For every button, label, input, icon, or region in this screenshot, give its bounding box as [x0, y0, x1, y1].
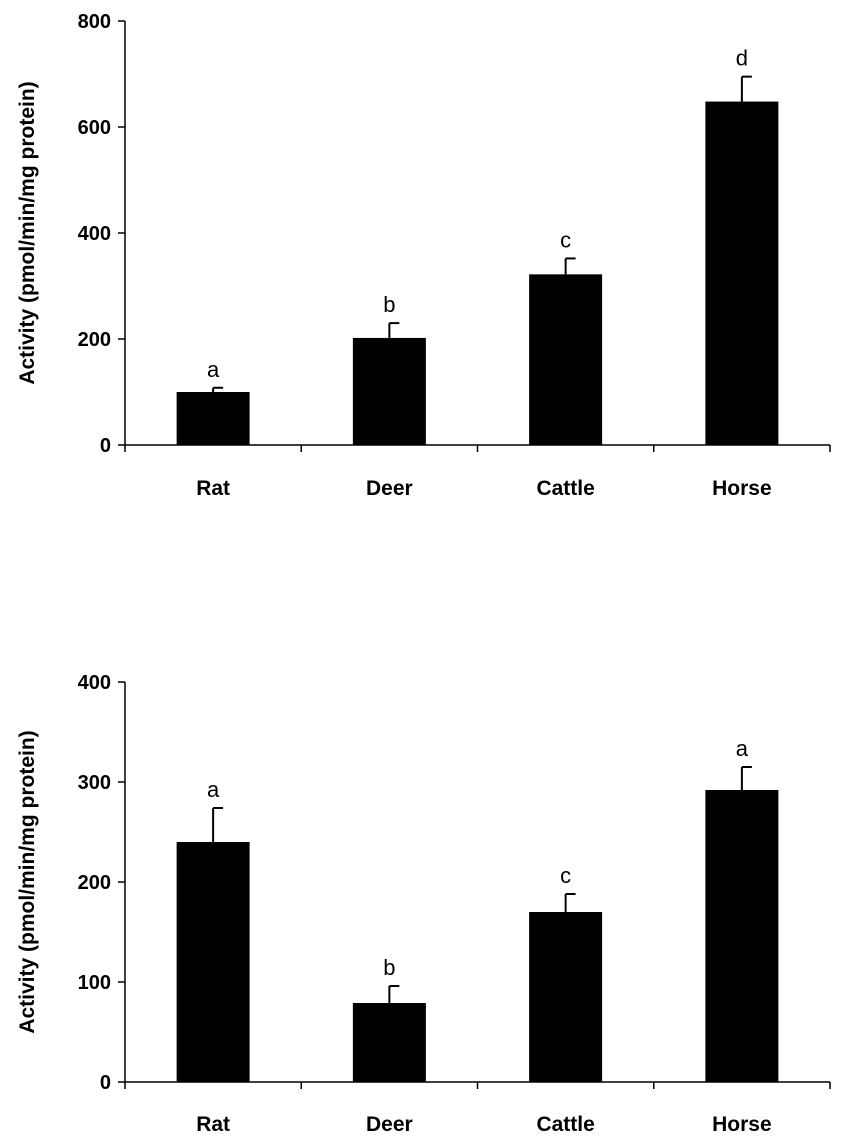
- significance-label-cattle: c: [560, 863, 571, 888]
- y-axis-title: Activity (pmol/min/mg protein): [16, 730, 39, 1033]
- y-tick-label: 600: [78, 117, 111, 139]
- bar-cattle: [529, 912, 603, 1082]
- category-label-horse: Horse: [712, 1113, 772, 1136]
- category-label-rat: Rat: [196, 1113, 230, 1136]
- significance-label-rat: a: [207, 777, 220, 802]
- bar-cattle: [529, 274, 603, 445]
- category-label-cattle: Cattle: [536, 477, 594, 500]
- category-label-deer: Deer: [366, 1113, 413, 1136]
- bar-deer: [352, 337, 426, 445]
- bar-deer: [352, 1003, 426, 1082]
- y-axis-title: Activity (pmol/min/mg protein): [16, 81, 39, 384]
- y-tick-label: 200: [78, 872, 111, 894]
- significance-label-deer: b: [383, 292, 395, 317]
- category-label-horse: Horse: [712, 477, 772, 500]
- significance-label-horse: a: [736, 736, 749, 761]
- y-tick-label: 800: [78, 11, 111, 33]
- y-tick-label: 100: [78, 972, 111, 994]
- chart-bottom: 0 100 200 300 400 a Rat b Deer c Cattle a Horse Activ…: [16, 672, 831, 1136]
- y-tick-label: 400: [78, 223, 111, 245]
- significance-label-deer: b: [383, 955, 395, 980]
- bar-horse: [705, 790, 779, 1082]
- category-label-rat: Rat: [196, 477, 230, 500]
- y-tick-label: 200: [78, 329, 111, 351]
- bar-rat: [176, 842, 250, 1082]
- category-label-cattle: Cattle: [536, 1113, 594, 1136]
- category-label-deer: Deer: [366, 477, 413, 500]
- significance-label-horse: d: [736, 46, 748, 71]
- significance-label-cattle: c: [560, 227, 571, 252]
- y-tick-label: 0: [100, 1072, 111, 1094]
- y-tick-label: 0: [100, 435, 111, 457]
- bar-horse: [705, 101, 779, 445]
- significance-label-rat: a: [207, 357, 220, 382]
- bar-rat: [176, 392, 250, 445]
- y-tick-label: 300: [78, 772, 111, 794]
- y-tick-label: 400: [78, 672, 111, 694]
- chart-top: 0 200 400 600 800 a Rat b Deer c Cattle d Horse Activ…: [16, 11, 831, 500]
